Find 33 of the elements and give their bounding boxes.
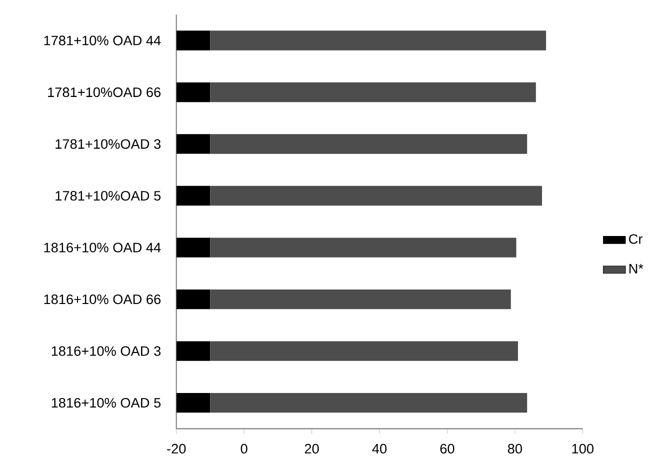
bar [176,186,210,206]
bar [176,290,210,310]
bar [176,238,210,258]
x-tick-label: 40 [372,444,387,454]
x-tick-label: 0 [240,444,248,454]
bar [210,30,546,50]
bar [176,30,210,50]
x-tick-label: 20 [304,444,319,454]
y-tick-label: 1816+10% OAD 66 [44,294,161,304]
bar [210,186,542,206]
x-tick-label: 80 [508,444,522,454]
bar [210,134,528,154]
y-tick-label: 1781+10%OAD 66 [48,88,161,98]
y-tick-label: 1816+10% OAD 44 [44,242,161,253]
x-tick-label: -20 [167,444,186,454]
y-tick-label: 1781+10% OAD 44 [44,36,161,46]
x-tick-label: 60 [440,444,454,454]
bar [210,238,516,258]
bar [210,341,518,362]
bar [210,290,511,310]
legend-label: N* [629,264,644,274]
legend-label: Cr [629,234,643,244]
bar [210,393,528,413]
bar [176,341,210,362]
bar [176,134,210,154]
bar [176,393,210,413]
bar [210,82,536,102]
y-tick-label: 1781+10%OAD 5 [56,191,161,201]
x-tick-label: 100 [572,444,594,454]
y-tick-label: 1816+10% OAD 3 [52,346,161,356]
bar [176,82,210,102]
y-tick-label: 1816+10% OAD 5 [52,398,161,408]
y-tick-label: 1781+10%OAD 3 [56,139,161,150]
